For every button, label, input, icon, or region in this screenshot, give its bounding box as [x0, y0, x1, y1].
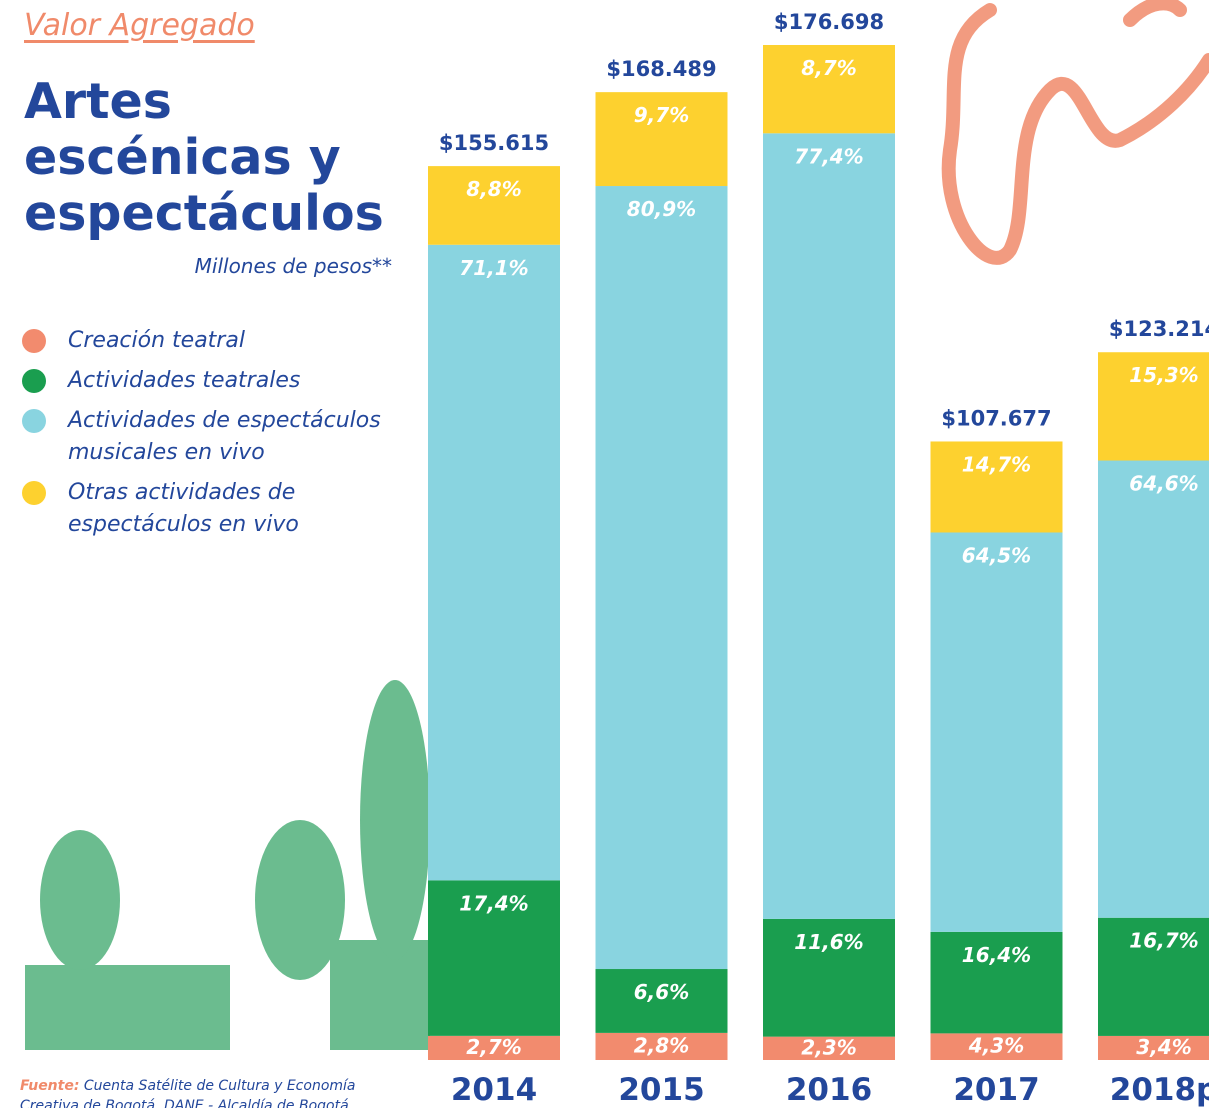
total-label: $123.214: [1109, 317, 1209, 341]
source: Fuente: Cuenta Satélite de Cultura y Eco…: [20, 1076, 400, 1108]
x-tick-label: 2014: [451, 1072, 537, 1108]
source-label: Fuente:: [20, 1078, 79, 1094]
legend-swatch: [22, 481, 46, 505]
legend-label: Creación teatral: [68, 325, 388, 357]
legend-item: Creación teatral: [20, 325, 400, 357]
data-label: 64,5%: [962, 543, 1031, 567]
data-label: 77,4%: [794, 144, 863, 168]
legend-item: Actividades de espectáculos musicales en…: [20, 405, 400, 469]
x-tick-label: 2015: [618, 1072, 704, 1108]
kicker: Valor Agregado: [24, 8, 255, 43]
data-label: 16,4%: [962, 943, 1031, 967]
total-label: $176.698: [774, 10, 884, 34]
x-tick-label: 2018p: [1110, 1072, 1209, 1108]
legend-swatch: [22, 329, 46, 353]
data-label: 3,4%: [1136, 1035, 1191, 1059]
bar-segment: [931, 532, 1063, 931]
data-label: 6,6%: [634, 980, 689, 1004]
total-label: $155.615: [439, 131, 549, 155]
total-label: $168.489: [606, 57, 716, 81]
subtitle: Millones de pesos**: [180, 254, 392, 278]
bar-segment: [763, 133, 895, 919]
data-label: 64,6%: [1129, 472, 1198, 496]
data-label: 4,3%: [968, 1034, 1024, 1058]
legend-label: Actividades de espectáculos musicales en…: [68, 405, 388, 469]
bar-segment: [596, 186, 728, 969]
legend-label: Actividades teatrales: [68, 365, 388, 397]
data-label: 2,8%: [634, 1033, 689, 1057]
data-label: 14,7%: [962, 452, 1031, 476]
data-label: 16,7%: [1129, 929, 1198, 953]
data-label: 11,6%: [794, 930, 863, 954]
legend-swatch: [22, 409, 46, 433]
x-tick-label: 2017: [953, 1072, 1039, 1108]
data-label: 9,7%: [634, 103, 689, 127]
data-label: 17,4%: [459, 891, 528, 915]
data-label: 2,7%: [466, 1035, 521, 1059]
data-label: 80,9%: [627, 197, 696, 221]
data-label: 8,7%: [801, 56, 856, 80]
page: 2,7% 17,4% 71,1% 8,8% $155.615 2014 2,8% 6,6% 80…: [0, 0, 1209, 1108]
data-label: 2,3%: [801, 1035, 856, 1059]
legend-item: Actividades teatrales: [20, 365, 400, 397]
legend: Creación teatral Actividades teatrales Act…: [20, 325, 400, 549]
legend-swatch: [22, 369, 46, 393]
total-label: $107.677: [941, 406, 1051, 430]
bar-segment: [1098, 461, 1209, 918]
data-label: 71,1%: [459, 256, 528, 280]
bar-segment: [428, 245, 560, 881]
photo-placeholder: [25, 680, 430, 1050]
legend-item: Otras actividades de espectáculos en viv…: [20, 477, 400, 541]
title: Artes escénicas y espectáculos: [24, 74, 414, 242]
data-label: 15,3%: [1129, 363, 1198, 387]
legend-label: Otras actividades de espectáculos en viv…: [68, 477, 388, 541]
x-tick-label: 2016: [786, 1072, 872, 1108]
decorative-scribble: [949, 3, 1209, 257]
data-label: 8,8%: [466, 177, 521, 201]
